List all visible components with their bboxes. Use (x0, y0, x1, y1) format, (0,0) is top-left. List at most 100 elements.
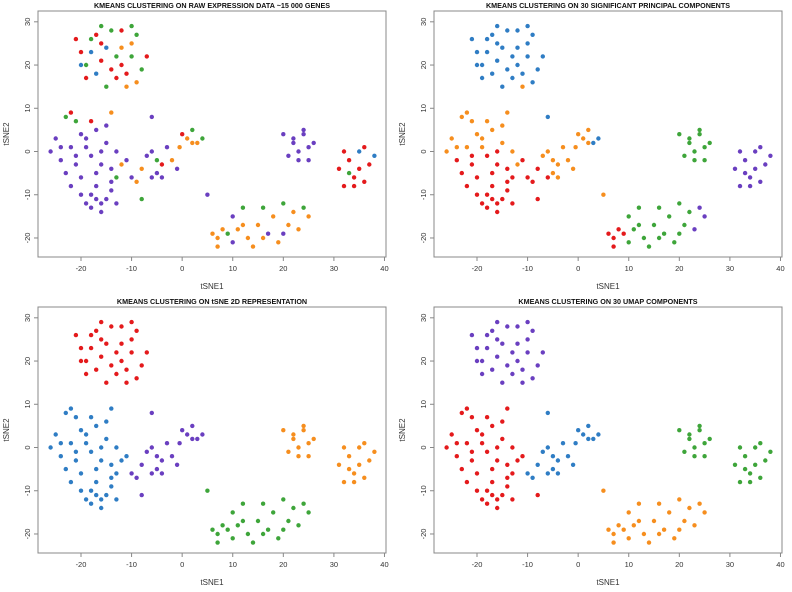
data-point (505, 324, 510, 329)
data-point (73, 449, 79, 454)
data-point (291, 209, 296, 215)
data-point (495, 354, 500, 359)
data-point (520, 380, 525, 385)
data-point (763, 458, 768, 463)
data-point (677, 527, 682, 532)
y-axis-label: tSNE2 (398, 122, 407, 146)
data-point (114, 497, 119, 502)
data-point (281, 497, 286, 502)
x-axis-label: tSNE1 (596, 578, 620, 587)
data-point (495, 319, 500, 325)
data-point (78, 49, 84, 55)
data-point (490, 423, 495, 429)
data-point (164, 145, 170, 150)
data-point (449, 432, 454, 437)
data-point (510, 149, 515, 154)
data-point (94, 71, 99, 76)
data-point (190, 127, 195, 133)
data-point (535, 363, 540, 368)
data-point (336, 462, 342, 467)
data-point (154, 158, 160, 163)
chart-title: KMEANS CLUSTERING ON RAW EXPRESSION DATA… (94, 1, 330, 10)
data-point (255, 222, 261, 228)
data-point (692, 227, 697, 232)
y-tick-label: -10 (419, 189, 428, 200)
data-point (520, 71, 525, 76)
data-point (490, 479, 495, 485)
data-point (265, 527, 271, 532)
data-point (469, 36, 475, 42)
data-point (225, 231, 230, 236)
data-point (459, 466, 464, 472)
data-point (515, 28, 520, 33)
data-point (104, 140, 109, 146)
data-point (469, 162, 475, 167)
data-point (732, 462, 738, 467)
data-point (555, 175, 561, 180)
data-point (495, 505, 500, 511)
data-point (346, 158, 352, 163)
data-point (286, 222, 291, 228)
data-point (271, 214, 276, 219)
data-point (291, 505, 296, 511)
data-point (474, 471, 480, 476)
data-point (763, 162, 768, 167)
data-point (109, 484, 114, 489)
data-point (346, 170, 352, 176)
data-point (341, 445, 347, 450)
data-point (490, 196, 495, 202)
data-point (484, 192, 490, 197)
data-point (490, 183, 495, 189)
data-point (484, 49, 490, 55)
data-point (454, 454, 459, 459)
data-point (490, 32, 495, 37)
data-point (99, 41, 104, 46)
data-point (154, 170, 160, 176)
data-point (159, 471, 165, 476)
chart-title: KMEANS CLUSTERING ON tSNE 2D REPRESENTAT… (117, 297, 307, 306)
data-point (109, 110, 114, 115)
data-point (240, 501, 246, 506)
data-point (301, 132, 306, 137)
data-point (94, 170, 99, 176)
data-point (235, 227, 240, 232)
data-point (490, 466, 495, 472)
data-point (495, 41, 500, 46)
y-tick-label: 0 (23, 149, 32, 153)
data-point (651, 222, 657, 228)
data-point (484, 415, 490, 420)
data-point (144, 153, 149, 158)
data-point (372, 153, 377, 158)
data-point (459, 410, 464, 416)
y-tick-label: -20 (419, 529, 428, 540)
data-point (505, 462, 510, 467)
data-point (484, 332, 490, 338)
data-point (154, 454, 160, 459)
data-point (505, 166, 510, 171)
data-point (281, 201, 286, 206)
data-point (702, 145, 707, 150)
x-tick-label: 0 (180, 560, 184, 569)
data-point (677, 231, 682, 236)
chart-title: KMEANS CLUSTERING ON 30 SIGNIFICANT PRIN… (486, 1, 730, 10)
data-point (109, 363, 114, 368)
data-point (119, 62, 124, 68)
data-point (245, 531, 251, 537)
data-point (296, 454, 301, 459)
data-point (114, 75, 119, 81)
data-point (464, 479, 470, 485)
data-point (195, 436, 200, 442)
data-point (692, 523, 697, 528)
data-point (555, 458, 561, 463)
data-point (185, 136, 190, 141)
data-point (540, 350, 545, 355)
x-tick-label: 20 (279, 264, 287, 273)
y-tick-label: 10 (23, 104, 32, 112)
data-point (505, 110, 510, 115)
data-point (540, 54, 545, 59)
data-point (94, 479, 99, 485)
data-point (73, 162, 79, 167)
data-point (119, 28, 124, 33)
data-point (601, 192, 606, 197)
data-point (301, 205, 306, 210)
